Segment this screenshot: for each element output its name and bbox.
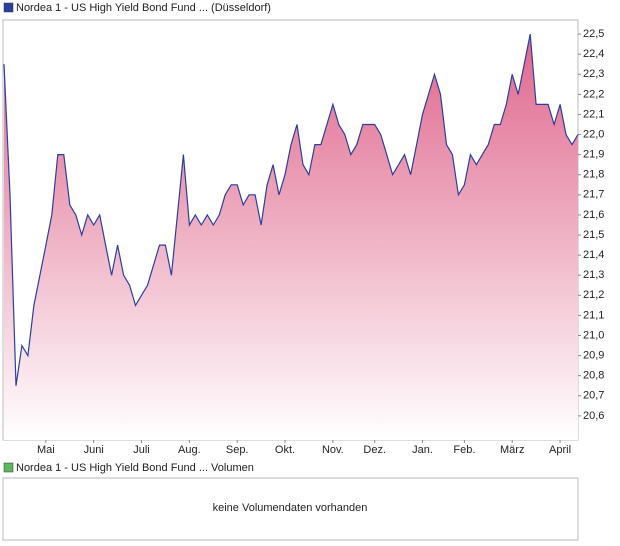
- y-tick-label: 21,3: [583, 269, 604, 281]
- y-tick-label: 21,8: [583, 169, 604, 181]
- volume-frame: [2, 477, 579, 541]
- y-tick-label: 21,7: [583, 189, 604, 201]
- price-line: [3, 33, 579, 386]
- x-tick-label: Dez.: [363, 444, 386, 456]
- y-tick-label: 20,6: [583, 410, 604, 422]
- y-tick-label: 21,0: [583, 329, 604, 341]
- legend-label: Nordea 1 - US High Yield Bond Fund ... (…: [16, 2, 271, 14]
- y-tick-label: 20,7: [583, 390, 604, 402]
- x-tick-label: April: [549, 444, 571, 456]
- y-tick-label: 21,6: [583, 209, 604, 221]
- y-tick-label: 20,9: [583, 350, 604, 362]
- x-tick-label: Sep.: [226, 444, 249, 456]
- x-tick-label: Juli: [133, 444, 150, 456]
- volume-legend-label: Nordea 1 - US High Yield Bond Fund ... V…: [16, 462, 254, 474]
- x-tick-label: Feb.: [453, 444, 475, 456]
- y-tick-label: 22,4: [583, 48, 604, 60]
- y-tick-label: 21,1: [583, 309, 604, 321]
- x-tick-label: Okt.: [275, 444, 295, 456]
- x-tick-label: März: [500, 444, 524, 456]
- volume-message: keine Volumendaten vorhanden: [213, 502, 368, 514]
- area-fill: [4, 34, 578, 440]
- y-tick-label: 21,4: [583, 249, 604, 261]
- y-tick-label: 22,1: [583, 108, 604, 120]
- x-tick-label: Mai: [37, 444, 55, 456]
- y-tick-label: 22,2: [583, 88, 604, 100]
- volume-legend-swatch: [3, 462, 14, 473]
- y-tick-label: 20,8: [583, 370, 604, 382]
- y-tick-label: 22,3: [583, 68, 604, 80]
- y-tick-label: 22,5: [583, 28, 604, 40]
- y-tick-label: 21,2: [583, 289, 604, 301]
- x-tick-label: Nov.: [322, 444, 344, 456]
- y-tick-label: 22,0: [583, 128, 604, 140]
- legend-swatch: [3, 2, 14, 13]
- y-tick-label: 21,5: [583, 229, 604, 241]
- y-tick-label: 21,9: [583, 149, 604, 161]
- x-tick-label: Juni: [84, 444, 104, 456]
- x-tick-label: Jan.: [412, 444, 433, 456]
- x-tick-label: Aug.: [178, 444, 201, 456]
